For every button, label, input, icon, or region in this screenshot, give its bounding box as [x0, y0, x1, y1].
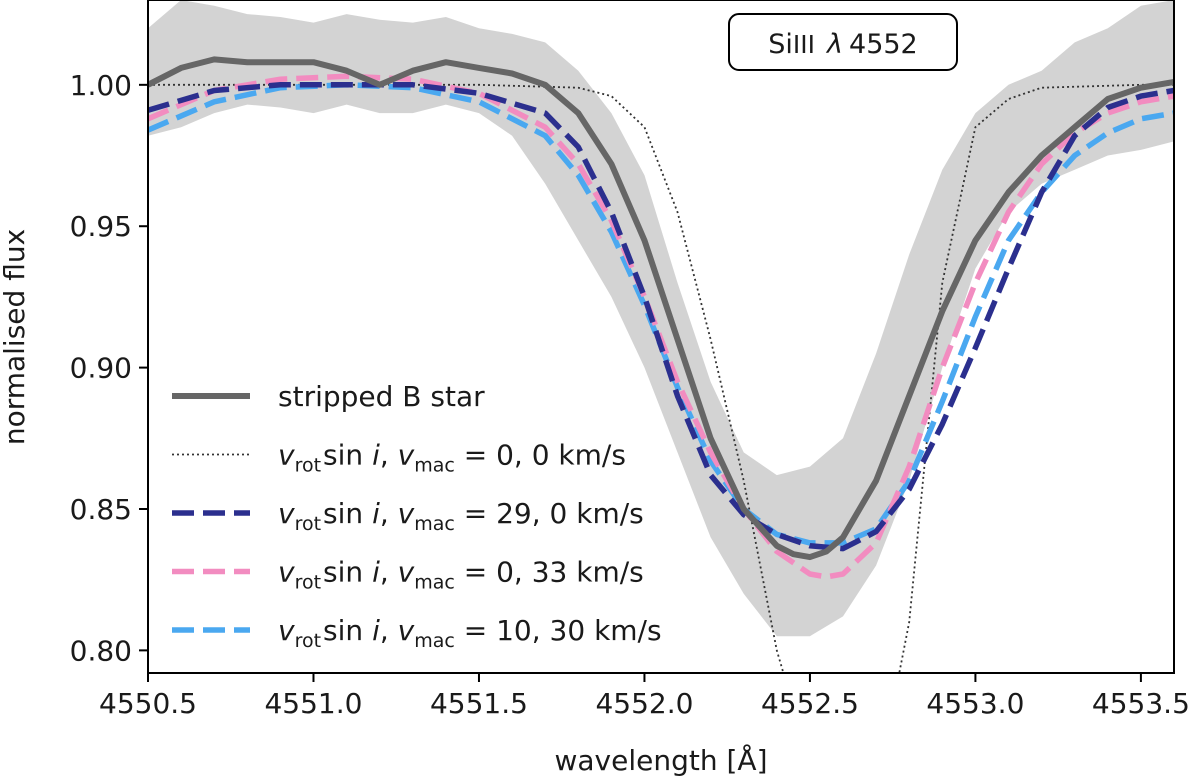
legend-entry-3: vrotsin i, vmac = 0, 33 km/s [278, 556, 644, 594]
x-axis-label: wavelength [Å] [554, 743, 767, 777]
annotation-lambda: λ [825, 29, 843, 60]
annotation-box [728, 13, 958, 71]
y-tick-label: 0.90 [70, 352, 132, 385]
annotation-wavelength: 4552 [849, 29, 918, 60]
series-line-0 [148, 56, 1174, 561]
x-tick-label: 4553.0 [926, 687, 1024, 720]
annotation-ion: III [793, 30, 815, 59]
x-tick-label: 4553.5 [1092, 687, 1190, 720]
line-annotation: SiIII λ 4552 [728, 13, 958, 71]
series-line-1 [148, 83, 1174, 673]
series-line-3 [148, 73, 1174, 580]
legend-entry-2: vrotsin i, vmac = 29, 0 km/s [278, 497, 644, 535]
annotation-element: Si [768, 29, 793, 60]
y-axis-label: normalised flux [0, 229, 31, 445]
x-tick-label: 4552.5 [761, 687, 859, 720]
y-tick-label: 0.80 [70, 634, 132, 667]
axes: 4550.5 4551.0 4551.5 4552.0 4552.5 4553.0 4553… [70, 69, 1190, 720]
legend-entry-4: vrotsin i, vmac = 10, 30 km/s [278, 614, 662, 652]
y-tick-label: 0.85 [70, 493, 132, 526]
x-tick-label: 4550.5 [99, 687, 197, 720]
legend-entry-0: stripped B star [278, 380, 485, 413]
x-tick-label: 4552.0 [595, 687, 693, 720]
plot-area [148, 0, 1174, 673]
uncertainty-band [148, 0, 1174, 637]
x-tick-label: 4551.5 [430, 687, 528, 720]
x-tick-label: 4551.0 [264, 687, 362, 720]
y-tick-label: 0.95 [70, 210, 132, 243]
legend: stripped B star vrotsin i, vmac = 0, 0 km… [172, 380, 662, 652]
legend-entry-1: vrotsin i, vmac = 0, 0 km/s [278, 439, 626, 477]
plot-frame [147, 0, 1175, 674]
y-tick-label: 1.00 [70, 69, 132, 102]
annotation-label: SiIII λ 4552 [768, 29, 917, 60]
